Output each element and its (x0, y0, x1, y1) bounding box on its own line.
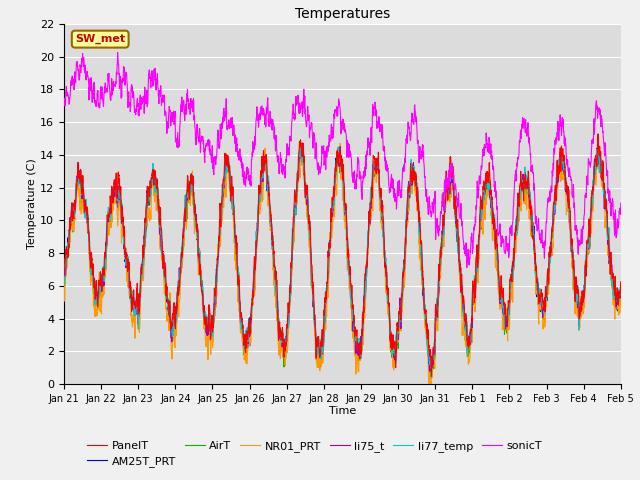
Title: Temperatures: Temperatures (295, 8, 390, 22)
li75_t (426, 368, 433, 374)
NR01_PRT (216, 244, 223, 250)
sonicT (505, 255, 513, 261)
Y-axis label: Temperature (C): Temperature (C) (28, 158, 37, 250)
NR01_PRT (568, 264, 576, 270)
NR01_PRT (505, 324, 513, 329)
li77_temp (505, 311, 513, 317)
li75_t (617, 285, 625, 290)
li77_temp (371, 161, 379, 167)
Text: SW_met: SW_met (75, 34, 125, 44)
AM25T_PRT (297, 141, 305, 146)
sonicT (617, 200, 625, 206)
PanelT (568, 240, 575, 245)
li75_t (358, 325, 366, 331)
PanelT (584, 240, 591, 246)
sonicT (114, 49, 122, 55)
li77_temp (300, 143, 307, 148)
Line: li75_t: li75_t (64, 141, 621, 371)
AirT (568, 249, 576, 254)
X-axis label: Time: Time (329, 407, 356, 417)
AirT (505, 306, 513, 312)
li77_temp (428, 366, 435, 372)
Line: AM25T_PRT: AM25T_PRT (64, 144, 621, 373)
li75_t (371, 167, 378, 172)
sonicT (216, 145, 223, 151)
li75_t (595, 138, 602, 144)
li77_temp (568, 239, 576, 245)
AirT (428, 376, 435, 382)
Line: AirT: AirT (64, 147, 621, 379)
NR01_PRT (584, 255, 591, 261)
Legend: PanelT, AM25T_PRT, AirT, NR01_PRT, li75_t, li77_temp, sonicT: PanelT, AM25T_PRT, AirT, NR01_PRT, li75_… (83, 436, 547, 472)
AirT (584, 241, 591, 247)
li75_t (216, 237, 223, 243)
AirT (297, 144, 305, 150)
sonicT (371, 105, 379, 110)
AM25T_PRT (60, 286, 68, 292)
AM25T_PRT (371, 163, 379, 168)
NR01_PRT (60, 284, 68, 289)
AirT (617, 291, 625, 297)
PanelT (358, 312, 366, 318)
sonicT (60, 98, 68, 104)
li77_temp (359, 331, 367, 336)
AirT (60, 283, 68, 289)
li75_t (60, 273, 68, 279)
NR01_PRT (617, 301, 625, 307)
AM25T_PRT (505, 312, 513, 318)
PanelT (617, 279, 625, 285)
Line: PanelT: PanelT (64, 134, 621, 376)
PanelT (371, 156, 378, 162)
AirT (216, 233, 223, 239)
li75_t (568, 249, 575, 255)
PanelT (216, 230, 223, 236)
Line: NR01_PRT: NR01_PRT (64, 144, 621, 384)
li77_temp (60, 282, 68, 288)
sonicT (359, 179, 367, 184)
li77_temp (584, 244, 591, 250)
AM25T_PRT (568, 245, 576, 251)
AM25T_PRT (359, 329, 367, 335)
li77_temp (617, 288, 625, 294)
li75_t (504, 312, 512, 317)
AM25T_PRT (216, 236, 223, 242)
Line: li77_temp: li77_temp (64, 145, 621, 369)
sonicT (568, 193, 576, 199)
NR01_PRT (371, 160, 379, 166)
sonicT (584, 177, 591, 183)
NR01_PRT (359, 332, 367, 337)
AM25T_PRT (584, 246, 591, 252)
Line: sonicT: sonicT (64, 52, 621, 267)
PanelT (595, 131, 602, 137)
PanelT (60, 273, 68, 279)
AM25T_PRT (617, 289, 625, 295)
PanelT (504, 298, 512, 304)
li77_temp (216, 240, 223, 246)
PanelT (428, 373, 435, 379)
AM25T_PRT (428, 371, 436, 376)
NR01_PRT (337, 141, 344, 146)
AirT (371, 170, 379, 176)
AirT (359, 333, 367, 339)
li75_t (584, 245, 591, 251)
sonicT (463, 264, 470, 270)
NR01_PRT (425, 381, 433, 387)
